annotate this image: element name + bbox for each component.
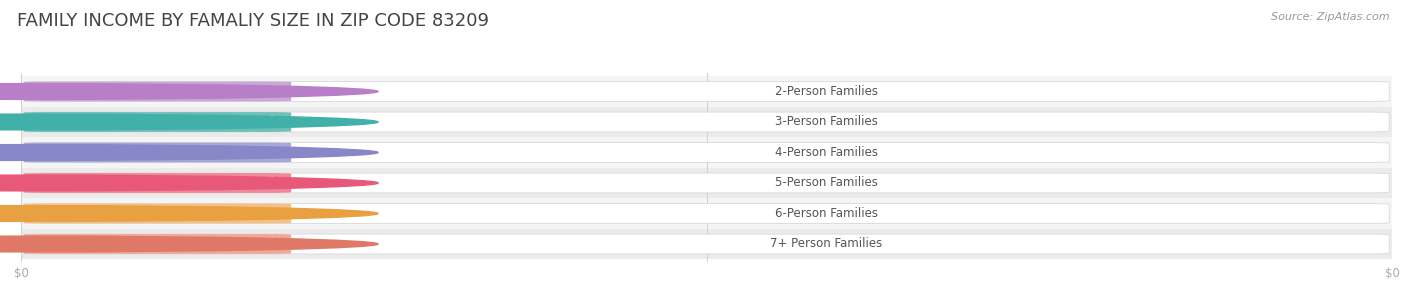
Text: 6-Person Families: 6-Person Families (775, 207, 877, 220)
FancyBboxPatch shape (24, 112, 1389, 132)
Circle shape (0, 84, 378, 99)
Bar (21, 76, 1392, 107)
FancyBboxPatch shape (24, 81, 1389, 101)
FancyBboxPatch shape (24, 112, 291, 132)
Text: 7+ Person Families: 7+ Person Families (770, 238, 883, 250)
Bar (21, 168, 1392, 198)
Bar (21, 229, 1392, 259)
FancyBboxPatch shape (24, 142, 291, 162)
FancyBboxPatch shape (24, 173, 291, 193)
Circle shape (0, 206, 378, 221)
Text: $0: $0 (267, 207, 283, 220)
FancyBboxPatch shape (24, 234, 1389, 254)
Text: $0: $0 (267, 116, 283, 128)
Text: 5-Person Families: 5-Person Families (775, 177, 877, 189)
FancyBboxPatch shape (24, 81, 291, 101)
Text: $0: $0 (267, 146, 283, 159)
Circle shape (0, 114, 378, 130)
Bar (21, 198, 1392, 229)
Text: FAMILY INCOME BY FAMALIY SIZE IN ZIP CODE 83209: FAMILY INCOME BY FAMALIY SIZE IN ZIP COD… (17, 12, 489, 30)
Text: $0: $0 (267, 238, 283, 250)
FancyBboxPatch shape (24, 142, 1389, 162)
Text: 3-Person Families: 3-Person Families (775, 116, 877, 128)
FancyBboxPatch shape (24, 204, 1389, 223)
FancyBboxPatch shape (24, 204, 291, 223)
Bar (21, 137, 1392, 168)
FancyBboxPatch shape (24, 234, 291, 254)
Bar (21, 107, 1392, 137)
Text: $0: $0 (267, 85, 283, 98)
Text: $0: $0 (267, 177, 283, 189)
Circle shape (0, 236, 378, 252)
Text: 4-Person Families: 4-Person Families (775, 146, 877, 159)
Text: Source: ZipAtlas.com: Source: ZipAtlas.com (1271, 12, 1389, 22)
FancyBboxPatch shape (24, 173, 1389, 193)
Circle shape (0, 175, 378, 191)
Circle shape (0, 145, 378, 160)
Text: 2-Person Families: 2-Person Families (775, 85, 877, 98)
